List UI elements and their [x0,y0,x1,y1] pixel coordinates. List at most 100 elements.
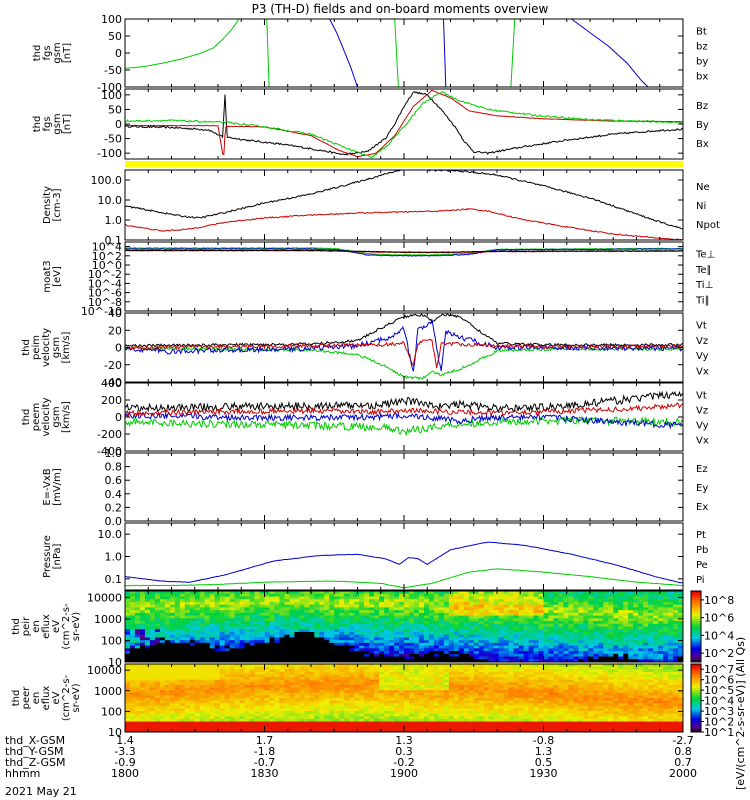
spectrogram-cell [164,631,171,636]
spectrogram-cell [379,640,385,644]
spectrogram-cell [478,631,485,636]
spectrogram-cell [473,651,480,655]
spectrogram-cell [174,651,181,655]
spectrogram-cell [134,674,141,678]
spectrogram-cell [274,684,280,688]
spectrogram-cell [229,621,236,625]
spectrogram-cell [319,653,325,657]
spectrogram-cell [653,634,659,638]
spectrogram-cell [319,687,325,691]
spectrogram-cell [344,629,350,633]
spectrogram-cell [125,648,131,652]
spectrogram-cell [184,687,191,691]
spectrogram-cell [503,653,510,657]
spectrogram-cell [384,623,390,627]
spectrogram-cell [314,659,320,662]
spectrogram-cell [284,677,290,681]
spectrogram-cell [159,637,166,641]
spectrogram-cell [359,618,365,622]
spectrogram-cell [673,610,679,614]
spectrogram-cell [443,659,450,662]
legend-Ey: Ey [696,483,708,494]
spectrogram-cell [209,610,216,614]
series-fgs-bx-segment [329,19,358,87]
spectrogram-cell [458,642,465,647]
spectrogram-cell [369,621,375,625]
spectrogram-cell [154,669,161,673]
spectrogram-cell [274,666,280,670]
spectrogram-cell [129,596,136,600]
spectrogram-cell [194,607,201,611]
spectrogram-cell [214,705,221,709]
spectrogram-cell [179,684,186,688]
spectrogram-cell [194,659,201,662]
spectrogram-cell [673,651,679,655]
spectrogram-cell [578,656,584,660]
spectrogram-cell [184,724,191,728]
spectrogram-cell [254,621,260,625]
y-tick-label: 0 [115,411,122,424]
spectrogram-cell [379,604,385,608]
spectrogram-cell [488,618,495,622]
spectrogram-cell [174,679,181,683]
spectrogram-cell [483,651,490,655]
spectrogram-cell [603,637,609,641]
spectrogram-cell [458,604,465,608]
spectrogram-cell [663,607,669,611]
spectrogram-cell [244,653,250,657]
spectrogram-cell [329,666,335,670]
spectrogram-cell [408,634,415,638]
spectrogram-cell [643,640,649,644]
spectrogram-cell [249,653,255,657]
spectrogram-cell [543,610,549,614]
spectrogram-cell [264,607,270,611]
spectrogram-cell [284,631,290,636]
spectrogram-cell [354,623,360,627]
spectrogram-cell [134,666,141,670]
spectrogram-cell [224,700,231,704]
spectrogram-cell [149,621,156,625]
spectrogram-cell [199,621,206,625]
spectrogram-cell [224,615,231,619]
spectrogram-cell [244,674,250,678]
spectrogram-cell [144,618,151,622]
spectrogram-cell [658,648,664,652]
spectrogram-cell [498,615,505,619]
spectrogram-cell [259,664,265,668]
spectrogram-cell [269,626,275,630]
spectrogram-cell [498,645,505,649]
spectrogram-cell [204,695,211,699]
spectrogram-cell [309,618,315,622]
spectrogram-cell [174,601,181,606]
spectrogram-cell [179,618,186,622]
spectrogram-cell [463,631,470,636]
spectrogram-cell [169,664,176,668]
spectrogram-cell [169,703,176,707]
spectrogram-cell [648,656,654,660]
spectrogram-cell [394,653,400,657]
spectrogram-cell [139,716,146,720]
spectrogram-cell [274,713,280,717]
spectrogram-cell [234,648,240,652]
spectrogram-cell [364,687,370,691]
spectrogram-cell [324,666,330,670]
spectrogram-cell [598,651,604,655]
spectrogram-cell [179,596,186,600]
spectrogram-cell [224,664,231,668]
spectrogram-cell [254,651,260,655]
spectrogram-cell [125,671,131,675]
spectrogram-cell [578,626,584,630]
spectrogram-cell [234,669,240,673]
spectrogram-cell [533,656,539,660]
spectrogram-cell [304,666,310,670]
spectrogram-cell [234,618,240,622]
spectrogram-cell [244,708,250,712]
spectrogram-cell [209,716,216,720]
spectrogram-cell [478,629,485,633]
spectrogram-cell [364,610,370,614]
spectrogram-cell [568,659,574,662]
spectrogram-cell [254,612,260,616]
spectrogram-cell [453,631,460,636]
spectrogram-cell [344,618,350,622]
spectrogram-cell [334,631,340,636]
